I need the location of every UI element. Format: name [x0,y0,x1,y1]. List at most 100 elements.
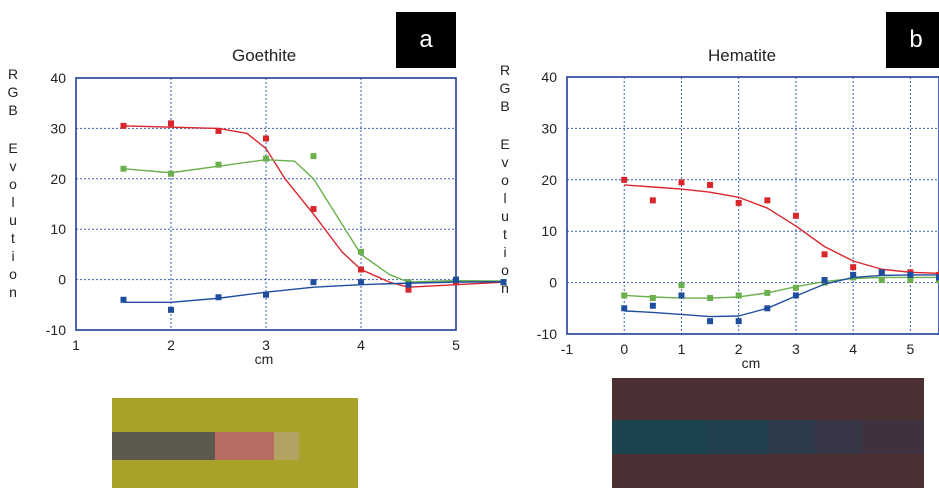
data-point [358,279,364,286]
y-tick-label: 0 [58,272,66,288]
data-point [621,305,628,312]
panel-label-a: a [396,12,456,68]
data-point [500,279,507,286]
y-tick-label: 0 [549,275,557,291]
y-tick-label: -10 [46,322,66,338]
data-point [263,155,269,162]
data-point [215,127,222,134]
y-tick-label: 20 [50,171,66,187]
data-point [358,266,364,273]
swatch-segment [112,432,216,460]
panel-label-b: b [886,12,939,68]
data-point [707,295,714,302]
y-tick-label: 10 [50,221,66,237]
data-point [120,122,127,129]
data-point [764,305,771,312]
x-tick-label: 2 [167,337,175,353]
data-point [764,289,771,296]
data-point [678,179,685,186]
data-point [850,264,857,271]
data-point [792,284,799,291]
data-point [649,302,656,309]
data-point [907,277,914,284]
chart-title-goethite: Goethite [232,46,297,65]
data-point [168,170,174,177]
data-point [215,161,222,168]
data-point [792,292,799,299]
data-point [878,269,885,276]
data-point [764,197,771,204]
y-tick-label: 40 [541,69,557,85]
x-tick-label: 4 [357,337,365,353]
color-swatch-goethite [112,398,358,488]
series-fit-line [624,274,939,318]
swatch-segment [274,432,299,460]
data-point [707,318,714,325]
data-point [850,271,857,278]
data-point [621,176,628,183]
series-fit-line [624,184,939,275]
data-point [878,277,885,284]
plot-frame [75,77,457,331]
data-point [263,135,269,142]
swatch-segment [814,420,862,454]
x-tick-label: 5 [452,337,460,353]
swatch-segment [861,420,924,454]
data-point [358,248,364,255]
y-tick-label: 20 [541,172,557,188]
data-point [453,276,459,283]
data-point [120,296,127,303]
series-fit-line [123,280,504,303]
data-point [936,274,939,281]
data-point [907,271,914,278]
x-tick-label: 1 [72,337,80,353]
x-tick-label: 3 [792,341,800,357]
plot-frame [566,76,939,335]
data-point [649,197,656,204]
x-axis-label: cm [255,351,274,367]
data-point [649,295,656,302]
color-swatch-hematite [612,378,924,488]
y-tick-label: 40 [50,70,66,86]
data-point [792,212,799,219]
x-tick-label: 5 [906,341,914,357]
y-tick-label: 30 [50,120,66,136]
x-tick-label: 3 [262,337,270,353]
series-fit-line [123,125,504,288]
swatch-segment [612,420,706,454]
data-point [310,153,317,160]
data-point [310,206,317,213]
data-point [621,292,628,299]
chart-goethite: -10 0 10 20 30 40 1 2 3 4 5 cm [46,70,507,367]
x-axis-label: cm [742,355,761,371]
swatch-segment [215,432,275,460]
series-fit-line [123,158,504,283]
chart-title-hematite: Hematite [708,46,777,65]
data-point [678,282,685,289]
y-tick-label: 30 [541,120,557,136]
data-point [707,181,714,188]
data-point [405,286,412,293]
data-point [735,199,742,206]
data-point [821,251,828,258]
x-tick-label: 0 [620,341,628,357]
data-point [168,120,174,127]
data-point [735,318,742,325]
y-tick-label: 10 [541,223,557,239]
data-point [405,281,412,288]
series-fit-line [624,276,939,299]
data-point [821,277,828,284]
data-point [120,165,127,172]
x-tick-label: -1 [561,341,574,357]
data-point [168,306,174,313]
x-tick-label: 4 [849,341,857,357]
y-tick-label: -10 [537,326,557,342]
data-point [678,292,685,299]
data-point [263,291,269,298]
data-point [310,279,317,286]
